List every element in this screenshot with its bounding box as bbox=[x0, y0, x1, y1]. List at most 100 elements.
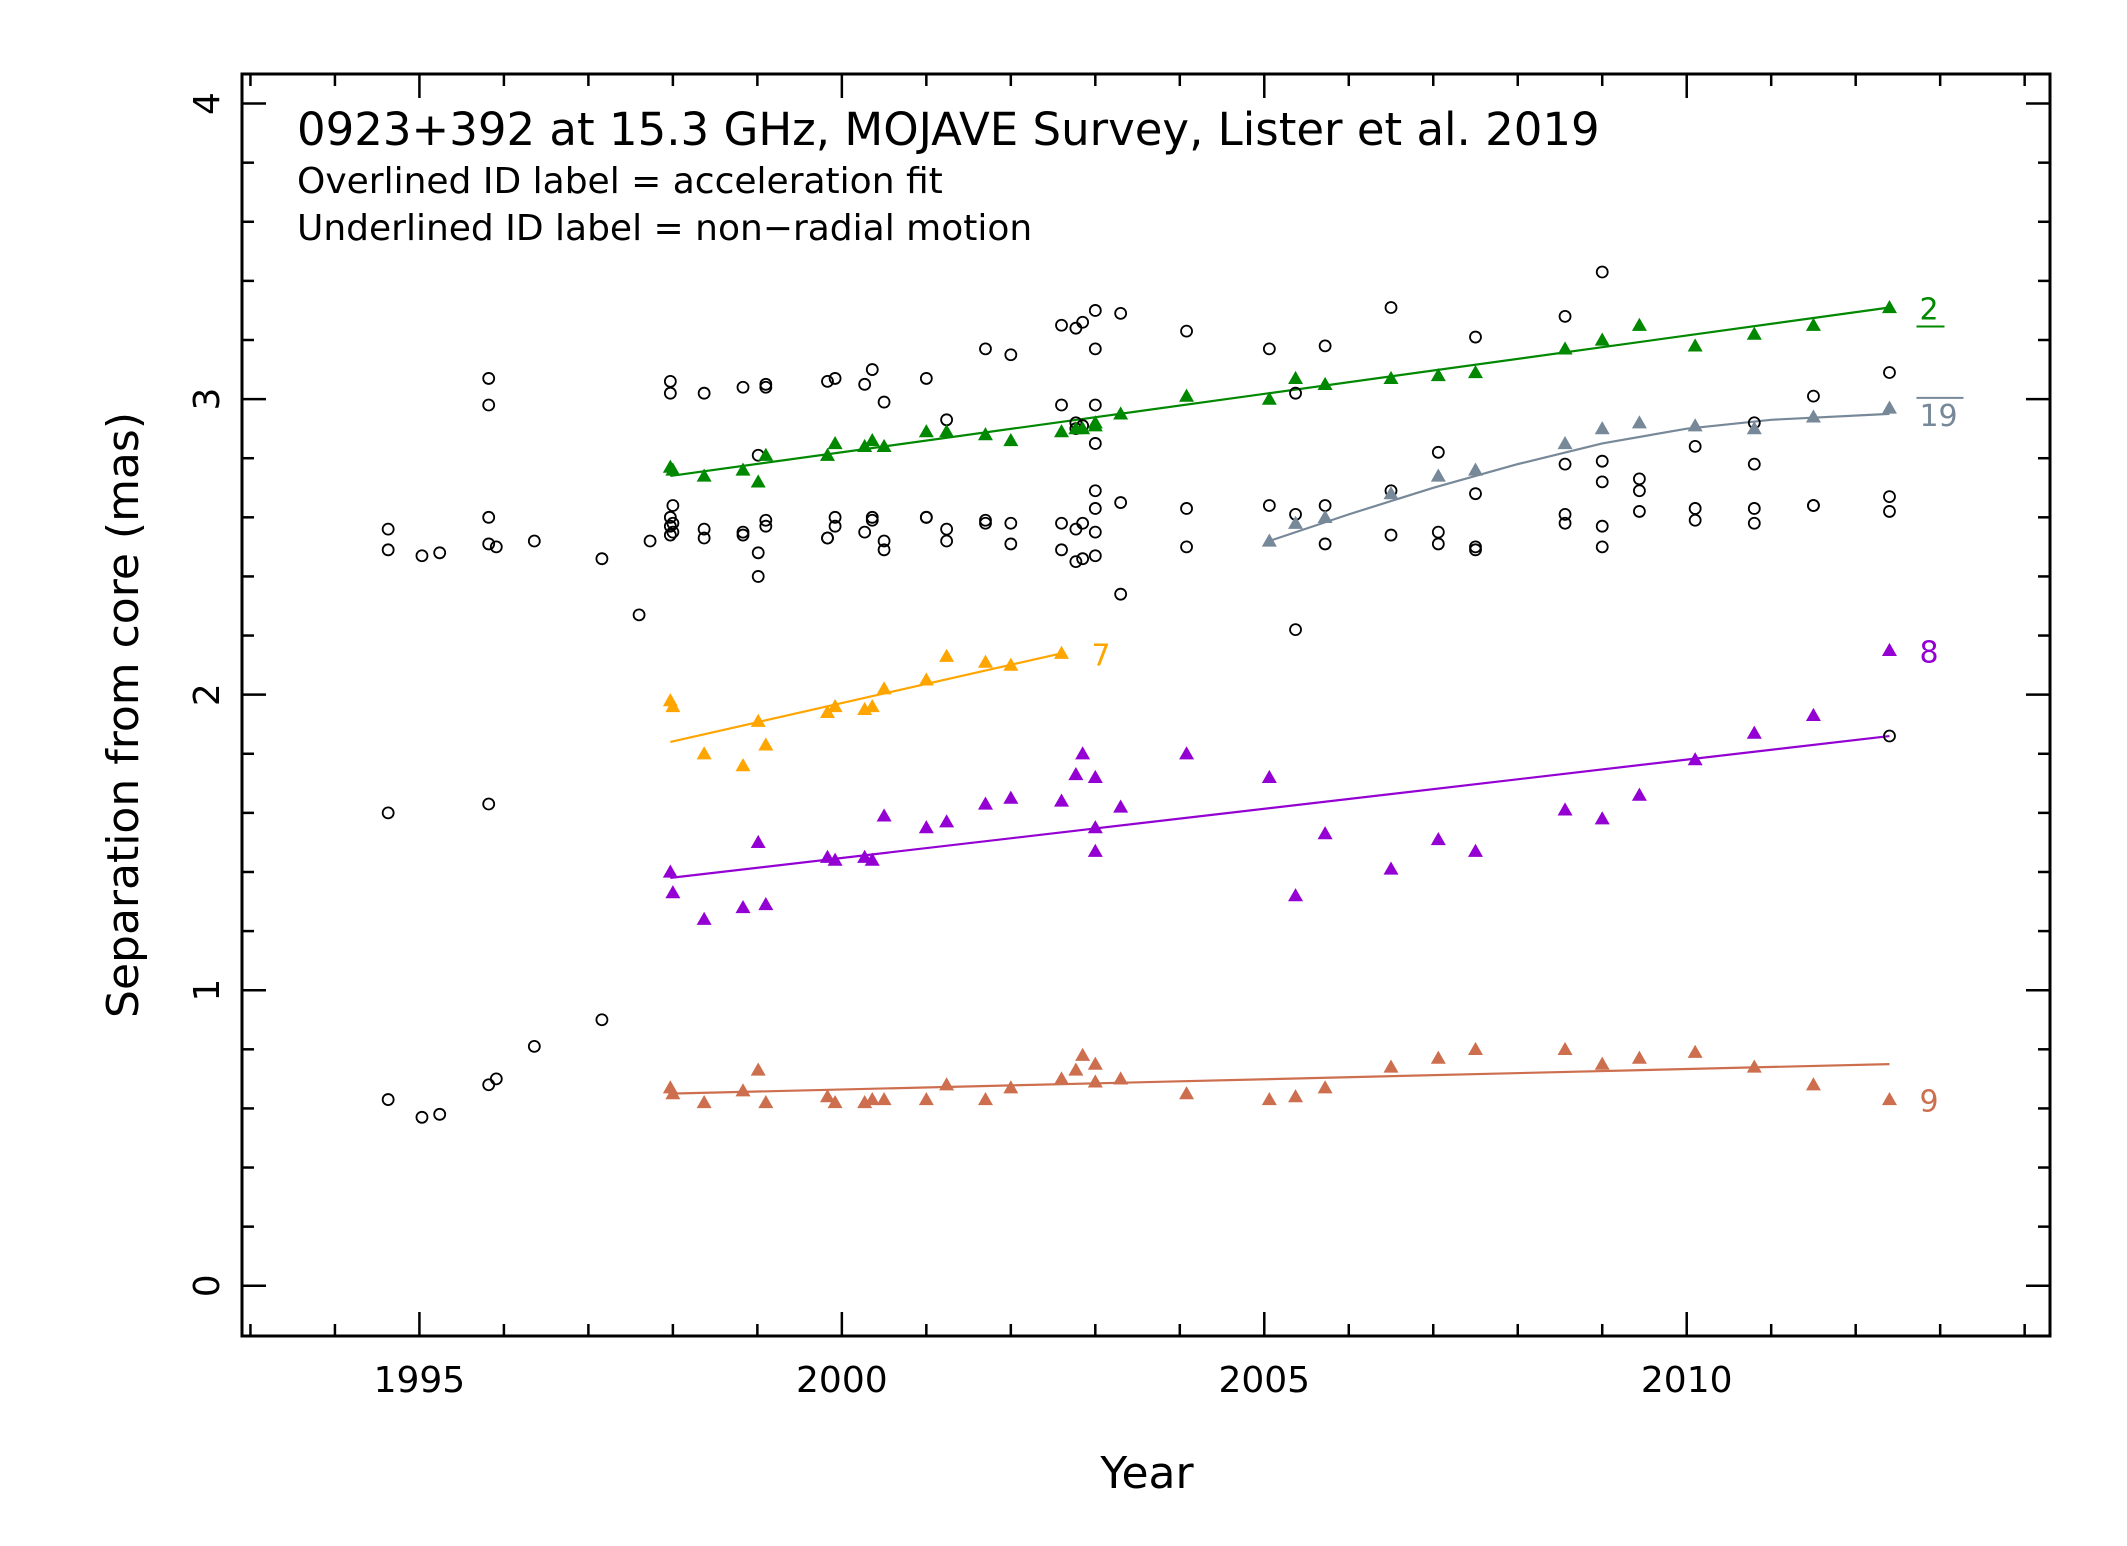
series-9-point bbox=[1003, 1080, 1019, 1094]
series-2-point bbox=[750, 474, 766, 488]
series-8-point bbox=[918, 820, 934, 834]
unassigned-point bbox=[1688, 439, 1702, 453]
series-2-point bbox=[1687, 338, 1703, 352]
series-2-point bbox=[758, 447, 774, 461]
legend-note-nonradial: Underlined ID label = non−radial motion bbox=[297, 208, 1032, 249]
series-7-point bbox=[918, 672, 934, 686]
unassigned-point bbox=[1431, 445, 1445, 459]
fit-lines bbox=[670, 306, 1890, 1095]
unassigned-point bbox=[381, 522, 395, 536]
series-8-point bbox=[1687, 752, 1703, 766]
chart-title: 0923+392 at 15.3 GHz, MOJAVE Survey, Lis… bbox=[297, 103, 1600, 156]
unassigned-point bbox=[1114, 496, 1128, 509]
series-7-point bbox=[864, 698, 880, 713]
series-7-point bbox=[696, 746, 712, 760]
series-19-point bbox=[1261, 533, 1277, 547]
series-label-9: 9 bbox=[1919, 1085, 1938, 1120]
unassigned-point bbox=[919, 510, 933, 524]
unassigned-point bbox=[1076, 552, 1090, 566]
unassigned-point bbox=[736, 380, 750, 394]
unassigned-point bbox=[858, 525, 872, 539]
series-8-point bbox=[827, 852, 843, 866]
series-8-point bbox=[1179, 746, 1195, 760]
series-9-point bbox=[827, 1095, 843, 1109]
series-8-point bbox=[1631, 787, 1647, 801]
series-2-point bbox=[977, 427, 993, 441]
unassigned-point bbox=[595, 552, 609, 566]
unassigned-point bbox=[1114, 587, 1128, 601]
series-label-19: 19 bbox=[1919, 399, 1957, 434]
unassigned-point bbox=[1558, 309, 1572, 323]
unassigned-point bbox=[1088, 398, 1102, 412]
y-tick-label: 4 bbox=[187, 92, 228, 115]
x-axis-label: Year bbox=[1099, 1448, 1194, 1499]
series-2-point bbox=[1881, 299, 1897, 314]
unassigned-point bbox=[1180, 540, 1193, 554]
unassigned-point bbox=[877, 395, 891, 409]
unassigned-point bbox=[858, 377, 872, 391]
series-2-point bbox=[1087, 418, 1103, 432]
unassigned-point bbox=[527, 1039, 541, 1053]
unassigned-point bbox=[666, 525, 680, 539]
series-8-point bbox=[1317, 826, 1333, 840]
series-19-point bbox=[1557, 435, 1573, 450]
series-9-point bbox=[819, 1089, 835, 1103]
series-8-point bbox=[977, 796, 993, 810]
unassigned-point bbox=[1262, 499, 1276, 512]
unassigned-point bbox=[828, 510, 842, 524]
series-8-point bbox=[1075, 746, 1091, 760]
series-8-point bbox=[662, 864, 678, 878]
series-9-point bbox=[1805, 1077, 1821, 1091]
series-8-point bbox=[876, 808, 892, 822]
unassigned-point bbox=[1883, 490, 1896, 504]
unassigned-point bbox=[1807, 499, 1820, 512]
unassigned-point bbox=[1262, 342, 1276, 356]
unassigned-point bbox=[1384, 528, 1398, 542]
unassigned-point bbox=[759, 380, 773, 394]
series-8-point bbox=[1087, 820, 1103, 834]
unassigned-point bbox=[1088, 502, 1102, 515]
series-9-point bbox=[1687, 1044, 1703, 1058]
series-9-point bbox=[1881, 1092, 1897, 1106]
unassigned-point bbox=[979, 516, 992, 530]
unassigned-point bbox=[697, 386, 711, 400]
unassigned-point bbox=[666, 499, 680, 512]
unassigned-point bbox=[736, 528, 750, 542]
series-9-point bbox=[1113, 1071, 1129, 1085]
unassigned-point bbox=[643, 534, 657, 548]
unassigned-point bbox=[1595, 454, 1609, 468]
unassigned-point bbox=[1289, 623, 1302, 637]
unassigned-point bbox=[1180, 502, 1193, 515]
unassigned-point bbox=[663, 528, 677, 542]
unassigned-point bbox=[1069, 555, 1083, 569]
unassigned-point bbox=[1088, 484, 1102, 498]
series-9-point bbox=[864, 1092, 880, 1106]
series-label-8: 8 bbox=[1919, 635, 1938, 670]
series-2-point bbox=[1746, 326, 1762, 340]
y-tick-label: 0 bbox=[187, 1274, 228, 1297]
series-7-point bbox=[1003, 657, 1019, 671]
series-2-point bbox=[1054, 424, 1070, 438]
series-label-7: 7 bbox=[1092, 638, 1111, 673]
series-9-point bbox=[1087, 1056, 1103, 1070]
series-9-point bbox=[1288, 1089, 1304, 1103]
fit-line-8 bbox=[670, 734, 1890, 879]
fit-line-9 bbox=[670, 1062, 1890, 1095]
unassigned-point bbox=[1595, 265, 1609, 279]
unassigned-point bbox=[1632, 505, 1646, 518]
series-7-point bbox=[827, 698, 843, 713]
unassigned-point bbox=[1004, 516, 1018, 530]
x-tick-label: 1995 bbox=[374, 1360, 466, 1401]
series-8-point bbox=[1054, 793, 1070, 807]
series-2-point bbox=[1430, 367, 1446, 382]
series-9-point bbox=[1746, 1059, 1762, 1073]
unassigned-point bbox=[1088, 525, 1102, 539]
unassigned-point bbox=[1632, 484, 1646, 498]
series-2-point bbox=[1467, 365, 1483, 379]
unassigned-point bbox=[1431, 537, 1445, 551]
unassigned-point bbox=[697, 522, 711, 536]
unassigned-point bbox=[1688, 513, 1702, 527]
unassigned-point bbox=[595, 1013, 609, 1027]
